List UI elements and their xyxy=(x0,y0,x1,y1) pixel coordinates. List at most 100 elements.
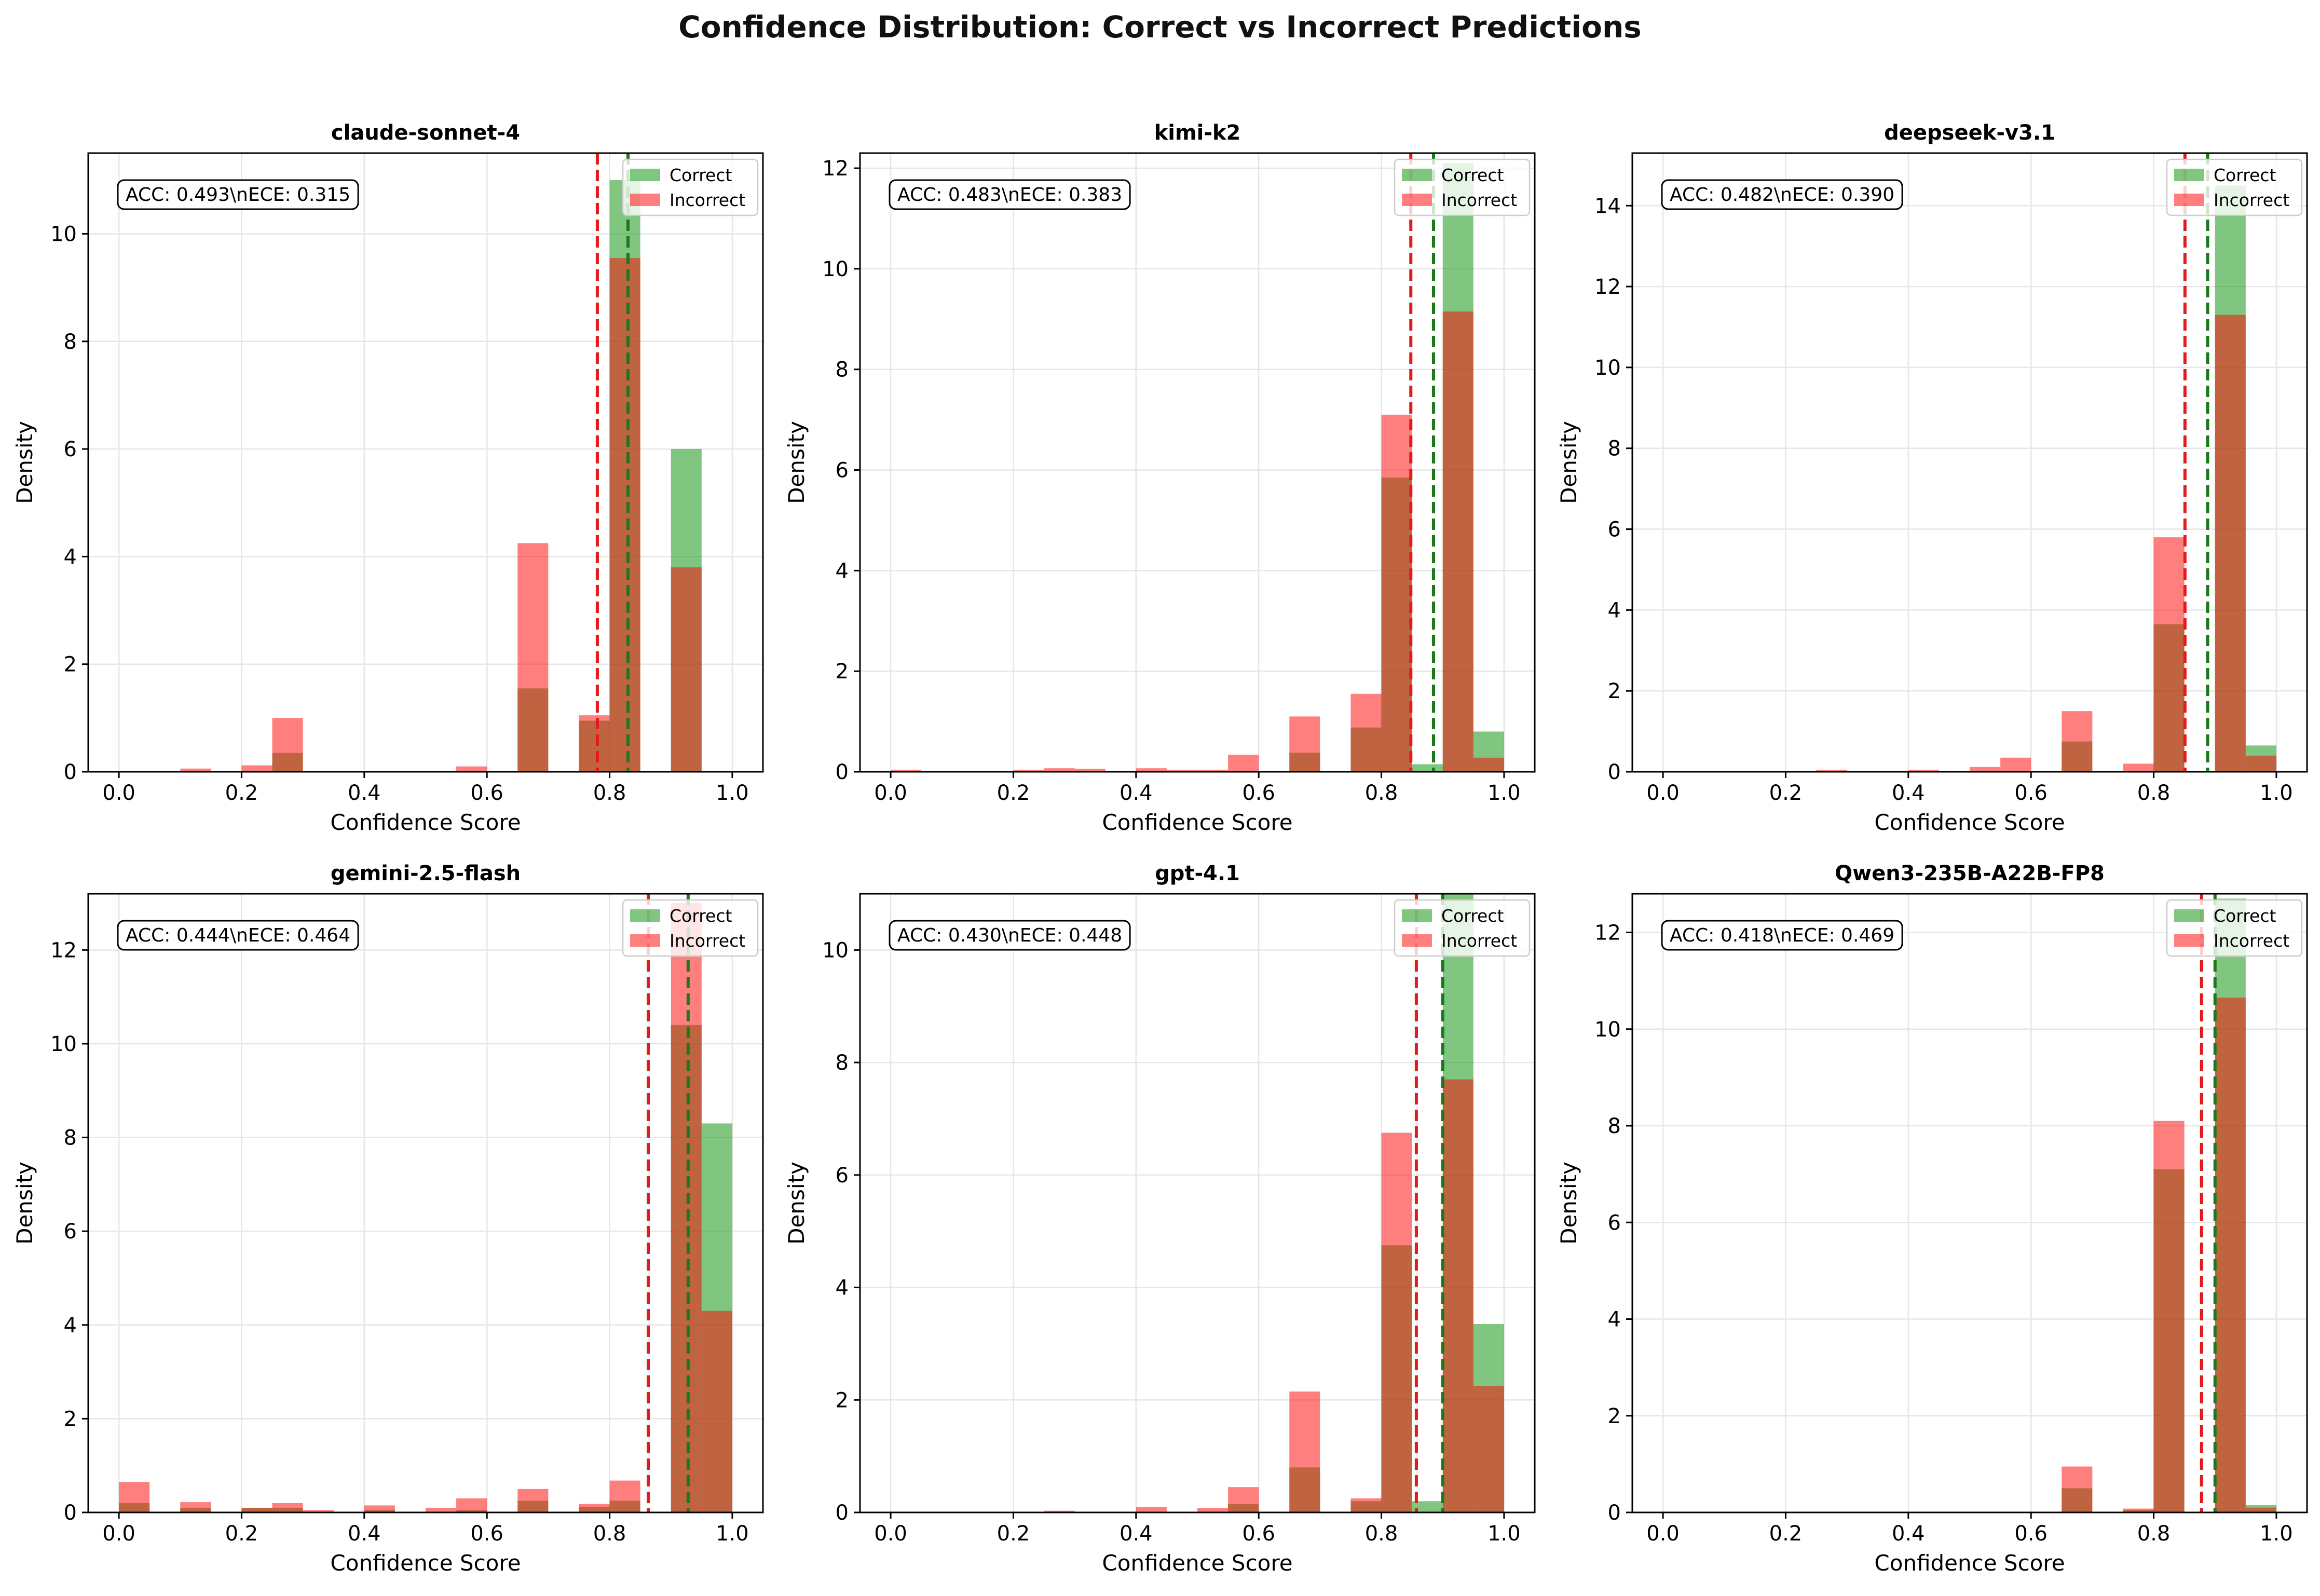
bar-incorrect xyxy=(1381,1133,1412,1512)
bar-incorrect xyxy=(1381,414,1412,772)
y-axis-label: Density xyxy=(784,1162,809,1245)
subplot-1: 0.0 0.2 0.4 0.6 0.8 1.0 0 2 4 6 8 10 claude-sonnet-4… xyxy=(12,121,764,835)
y-tick-label: 12 xyxy=(1594,921,1621,945)
y-tick-label: 10 xyxy=(822,938,849,962)
x-tick-label: 0.4 xyxy=(348,781,381,805)
bar-incorrect xyxy=(456,766,487,772)
x-tick-label: 1.0 xyxy=(716,781,749,805)
subplot-title: gpt-4.1 xyxy=(1155,862,1240,885)
y-axis-label: Density xyxy=(12,1162,37,1245)
y-tick-label: 8 xyxy=(1608,1114,1621,1138)
x-tick-label: 0.4 xyxy=(348,1522,381,1546)
x-tick-label: 1.0 xyxy=(1487,781,1521,805)
stats-annotation: ACC: 0.430\nECE: 0.448 xyxy=(897,925,1122,946)
bar-incorrect xyxy=(2062,711,2093,772)
bar-incorrect xyxy=(1013,770,1044,772)
bar-incorrect xyxy=(517,543,549,772)
x-tick-label: 0.0 xyxy=(1646,781,1680,805)
bar-incorrect xyxy=(241,1507,272,1512)
x-tick-label: 0.2 xyxy=(1769,1522,1803,1546)
x-tick-label: 1.0 xyxy=(2260,781,2293,805)
bar-incorrect xyxy=(1970,767,2001,772)
subplot-5: 0.0 0.2 0.4 0.6 0.8 1.0 0 2 4 6 8 10 gpt-4.1 Confiden… xyxy=(784,862,1536,1576)
stats-annotation: ACC: 0.444\nECE: 0.464 xyxy=(126,925,350,946)
x-tick-label: 0.4 xyxy=(1892,1522,1925,1546)
bar-incorrect xyxy=(2062,1466,2093,1512)
subplot-title: kimi-k2 xyxy=(1154,121,1241,145)
stats-annotation-box xyxy=(117,920,359,951)
bar-incorrect xyxy=(241,765,272,772)
stats-annotation: ACC: 0.482\nECE: 0.390 xyxy=(1670,184,1894,206)
x-tick-label: 0.2 xyxy=(997,781,1030,805)
bar-incorrect xyxy=(2245,755,2276,772)
bar-incorrect xyxy=(2153,1121,2185,1512)
x-tick-label: 0.0 xyxy=(102,1522,135,1546)
bar-incorrect xyxy=(1228,1487,1259,1512)
figure-title: Confidence Distribution: Correct vs Inco… xyxy=(678,9,1642,45)
bar-incorrect xyxy=(1442,1079,1473,1512)
y-tick-label: 2 xyxy=(1608,679,1621,703)
y-axis-label: Density xyxy=(784,421,809,504)
bar-incorrect xyxy=(1197,770,1229,772)
plot-frame xyxy=(1631,152,2308,773)
legend-label-incorrect: Incorrect xyxy=(1441,931,1517,951)
subplot-6: 0.0 0.2 0.4 0.6 0.8 1.0 0 2 4 6 8 10 12 Qwen3-235B-A2… xyxy=(1556,862,2308,1576)
y-tick-label: 10 xyxy=(1594,356,1621,380)
bar-incorrect xyxy=(1289,716,1320,772)
bar-incorrect xyxy=(180,1502,211,1512)
x-tick-label: 0.6 xyxy=(2014,1522,2048,1546)
bar-incorrect xyxy=(2153,537,2185,772)
x-tick-label: 0.0 xyxy=(874,781,907,805)
legend-swatch-incorrect xyxy=(1402,194,1432,206)
y-tick-label: 8 xyxy=(1608,437,1621,461)
x-tick-label: 0.8 xyxy=(2137,781,2171,805)
x-tick-label: 1.0 xyxy=(1487,1522,1521,1546)
x-tick-label: 0.4 xyxy=(1892,781,1925,805)
legend-label-incorrect: Incorrect xyxy=(670,931,745,951)
y-tick-label: 4 xyxy=(836,559,849,583)
x-axis-label: Confidence Score xyxy=(1874,1550,2065,1576)
x-axis-label: Confidence Score xyxy=(1874,810,2065,835)
subplot-4: 0.0 0.2 0.4 0.6 0.8 1.0 0 2 4 6 8 10 12 gemini-2.5-fl… xyxy=(12,862,764,1576)
y-tick-label: 2 xyxy=(836,660,849,684)
legend-swatch-correct xyxy=(1402,909,1432,922)
x-tick-label: 0.4 xyxy=(1120,1522,1153,1546)
bar-incorrect xyxy=(2000,757,2031,772)
bar-incorrect xyxy=(1074,769,1106,772)
y-tick-label: 12 xyxy=(822,157,849,181)
x-tick-label: 1.0 xyxy=(716,1522,749,1546)
x-tick-label: 0.8 xyxy=(593,1522,626,1546)
legend-label-incorrect: Incorrect xyxy=(2214,190,2289,210)
y-tick-label: 2 xyxy=(64,653,77,677)
stats-annotation-box xyxy=(1661,179,1903,210)
bar-incorrect xyxy=(2215,315,2246,772)
y-tick-label: 12 xyxy=(50,938,77,962)
y-tick-label: 12 xyxy=(1594,275,1621,299)
x-tick-label: 0.0 xyxy=(1646,1522,1680,1546)
bar-incorrect xyxy=(1473,757,1504,772)
stats-annotation: ACC: 0.483\nECE: 0.383 xyxy=(897,184,1122,206)
bar-incorrect xyxy=(119,1482,150,1512)
legend-swatch-correct xyxy=(630,169,660,181)
y-axis-label: Density xyxy=(1556,421,1581,504)
y-tick-label: 6 xyxy=(836,1164,849,1188)
y-tick-label: 4 xyxy=(64,545,77,569)
bar-incorrect xyxy=(1228,755,1259,772)
plot-frame xyxy=(1631,893,2308,1513)
y-tick-label: 0 xyxy=(1608,1501,1621,1525)
x-axis-label: Confidence Score xyxy=(330,810,521,835)
x-axis-label: Confidence Score xyxy=(1102,810,1292,835)
bar-incorrect xyxy=(671,903,702,1512)
y-tick-label: 2 xyxy=(64,1407,77,1431)
y-tick-label: 2 xyxy=(836,1388,849,1412)
bar-incorrect xyxy=(303,1510,334,1512)
bar-incorrect xyxy=(2245,1507,2276,1512)
legend-label-incorrect: Incorrect xyxy=(670,190,745,210)
legend-label-incorrect: Incorrect xyxy=(2214,931,2289,951)
plot-frame xyxy=(859,893,1536,1513)
y-tick-label: 10 xyxy=(50,1032,77,1056)
bar-incorrect xyxy=(1044,1510,1075,1512)
x-axis-label: Confidence Score xyxy=(1102,1550,1292,1576)
legend-swatch-correct xyxy=(2174,169,2204,181)
